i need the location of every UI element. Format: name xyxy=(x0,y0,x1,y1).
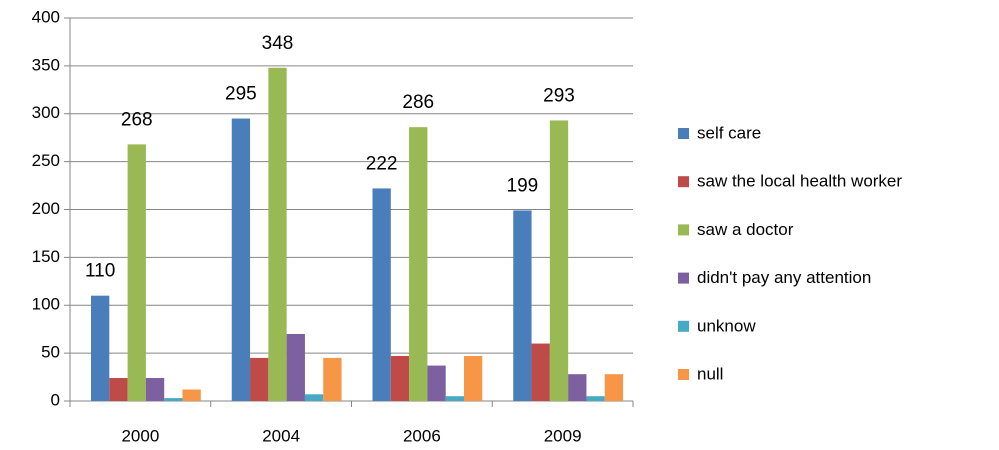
bar xyxy=(586,396,605,401)
x-tick-label: 2009 xyxy=(544,426,582,445)
legend-label: null xyxy=(697,364,723,383)
data-label: 286 xyxy=(402,92,434,113)
bar xyxy=(445,396,464,401)
bar xyxy=(549,120,569,401)
bar xyxy=(182,389,201,401)
y-tick-label: 150 xyxy=(32,247,60,266)
legend-label: self care xyxy=(697,123,761,142)
legend-swatch xyxy=(678,176,689,188)
bar xyxy=(286,333,305,401)
y-tick-label: 250 xyxy=(32,151,60,170)
y-tick-label: 350 xyxy=(32,55,60,74)
y-tick-label: 400 xyxy=(32,7,60,26)
bar xyxy=(268,67,287,401)
bar xyxy=(127,144,146,401)
bar xyxy=(390,355,410,401)
legend-swatch xyxy=(678,272,689,284)
bar xyxy=(231,118,251,401)
bar xyxy=(109,378,128,401)
bar xyxy=(464,355,483,401)
x-tick-label: 2000 xyxy=(121,426,159,445)
legend-swatch xyxy=(678,320,689,332)
bar xyxy=(250,357,269,401)
y-tick-label: 200 xyxy=(32,199,60,218)
bar xyxy=(568,374,587,401)
bar xyxy=(409,127,428,401)
bar xyxy=(427,365,446,401)
bar xyxy=(513,210,532,401)
data-label: 348 xyxy=(262,33,294,54)
data-label: 222 xyxy=(366,153,398,174)
data-label: 268 xyxy=(121,109,153,130)
bar xyxy=(145,378,165,401)
y-tick-label: 50 xyxy=(41,343,60,362)
legend-label: saw the local health worker xyxy=(697,172,902,191)
legend-label: didn't pay any attention xyxy=(697,268,871,287)
bar xyxy=(531,343,550,401)
y-tick-label: 0 xyxy=(51,390,60,409)
data-label: 110 xyxy=(85,261,115,282)
legend-label: unknow xyxy=(697,316,756,335)
data-label: 199 xyxy=(507,175,539,196)
bar xyxy=(304,394,324,401)
x-tick-label: 2006 xyxy=(403,426,441,445)
y-tick-label: 300 xyxy=(32,103,60,122)
data-label: 293 xyxy=(543,85,575,106)
legend-swatch xyxy=(678,224,689,236)
x-tick-label: 2004 xyxy=(262,426,300,445)
legend-label: saw a doctor xyxy=(697,220,794,239)
bar xyxy=(604,374,624,401)
bar xyxy=(372,188,391,401)
y-tick-label: 100 xyxy=(32,295,60,314)
bar xyxy=(164,398,183,401)
legend-swatch xyxy=(678,369,689,380)
bar xyxy=(323,357,342,401)
bar xyxy=(91,295,110,401)
legend-swatch xyxy=(678,128,689,139)
data-label: 295 xyxy=(225,84,257,105)
